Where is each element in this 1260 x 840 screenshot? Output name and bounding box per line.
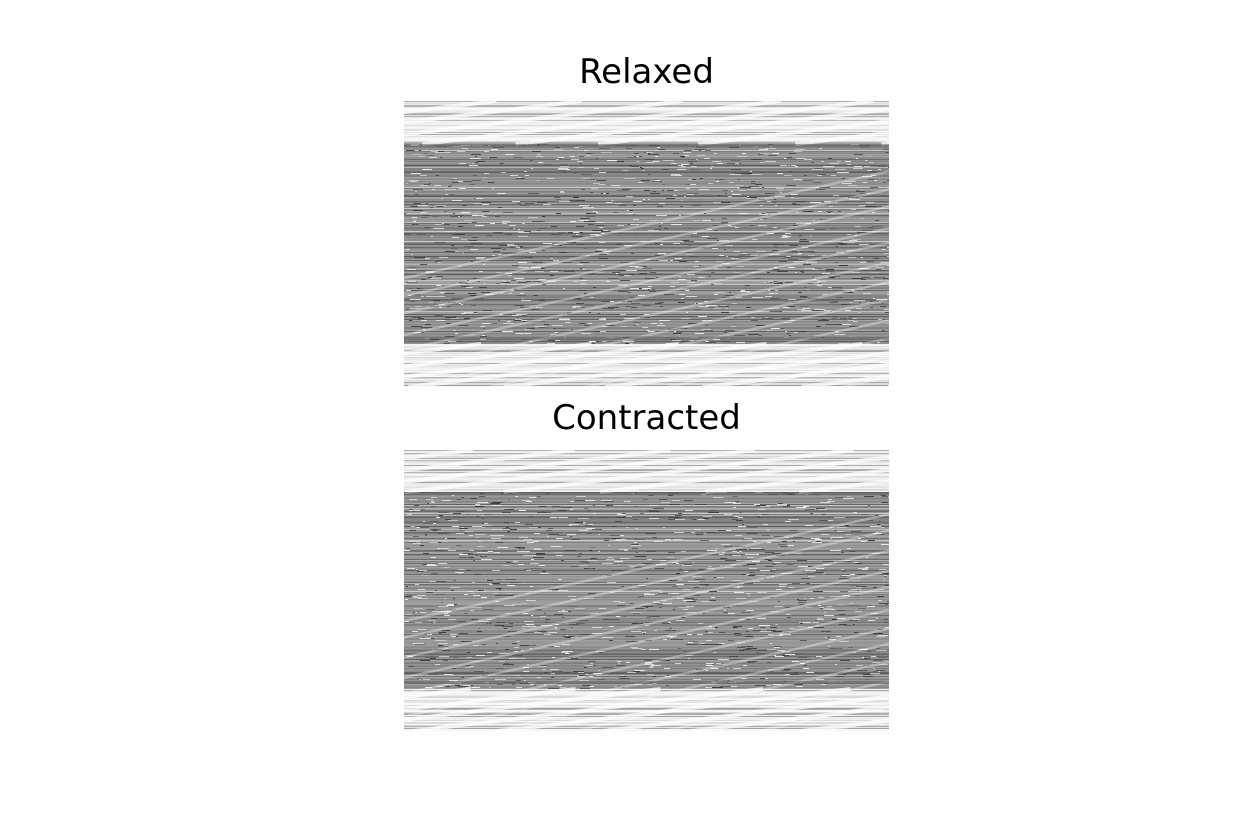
diagonal-stripes	[404, 101, 889, 387]
panel-title-relaxed: Relaxed	[579, 52, 714, 92]
micrograph-contracted	[404, 450, 889, 731]
band-edge	[404, 336, 889, 339]
panel-title-contracted: Contracted	[552, 398, 741, 438]
band-edge	[404, 144, 889, 147]
diagonal-stripes	[404, 450, 889, 731]
micrograph-relaxed	[404, 101, 889, 387]
band-edge	[404, 492, 889, 495]
band-edge	[404, 681, 889, 684]
